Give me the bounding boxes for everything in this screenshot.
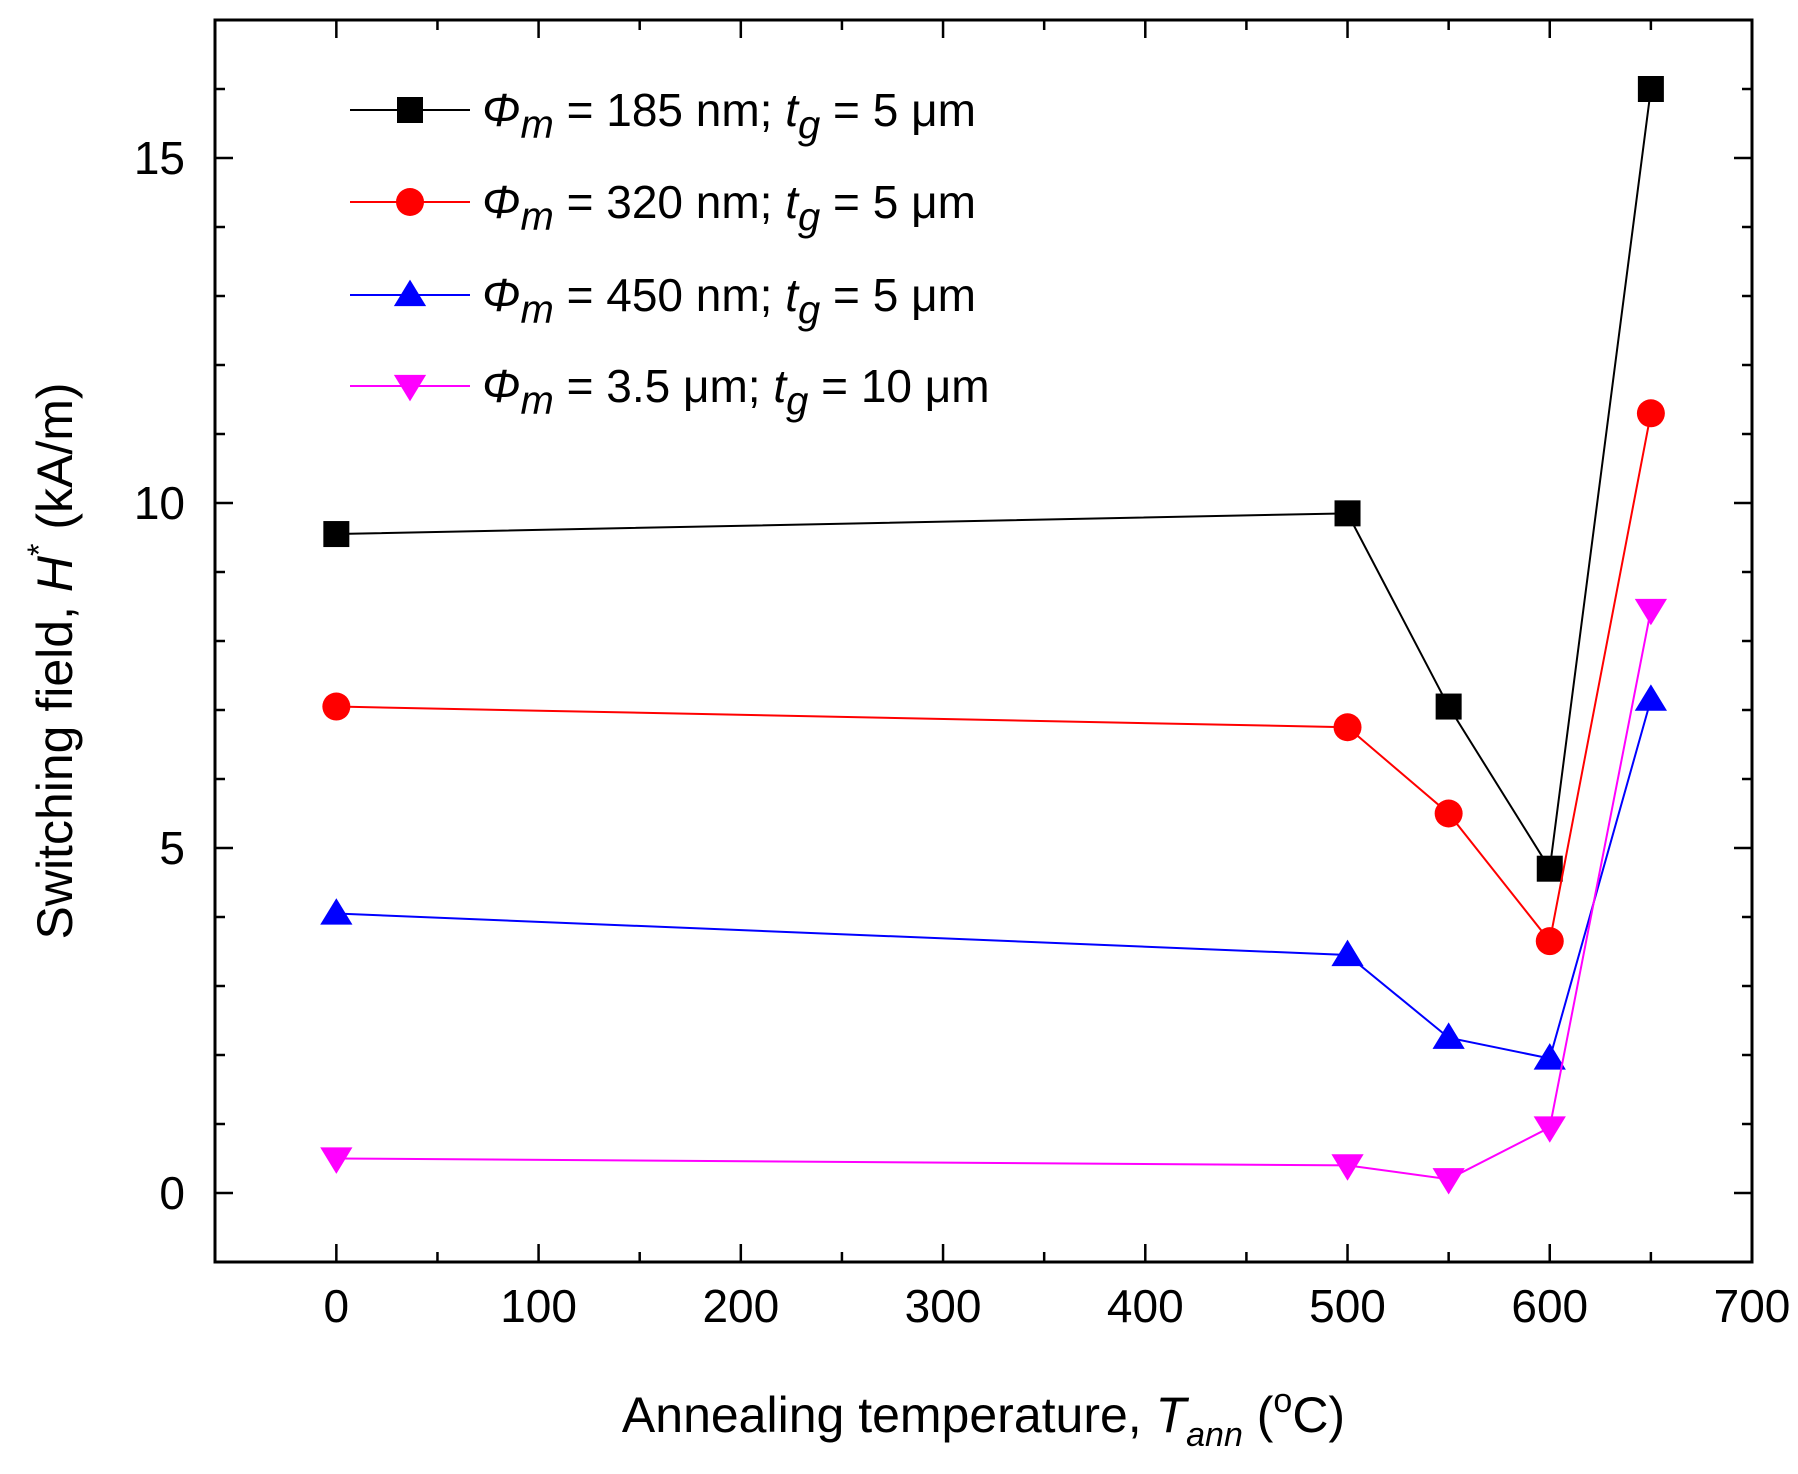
data-point [1331, 1154, 1364, 1181]
x-tick-label: 400 [1107, 1280, 1184, 1332]
data-point [1634, 684, 1668, 711]
legend-label: Φm = 320 nm; tg = 5 μm [482, 176, 976, 239]
y-axis-title: Switching field, H* (kA/m) [21, 382, 83, 939]
series-2 [322, 399, 1665, 956]
data-point [1435, 693, 1462, 720]
x-tick-label: 700 [1714, 1280, 1791, 1332]
data-point [1533, 1116, 1566, 1143]
axis-labels: Annealing temperature, Tann (oC) Switchin… [21, 382, 1345, 1454]
legend-label: Φm = 3.5 μm; tg = 10 μm [482, 360, 990, 423]
data-point [1333, 713, 1362, 742]
legend-label: Φm = 185 nm; tg = 5 μm [482, 84, 976, 147]
data-point [1634, 598, 1668, 626]
x-tick-label: 200 [702, 1280, 779, 1332]
x-tick-label: 300 [905, 1280, 982, 1332]
legend-entry-1: Φm = 185 nm; tg = 5 μm [350, 84, 976, 147]
plot-area-border [213, 18, 1754, 1264]
legend: Φm = 185 nm; tg = 5 μm Φm = 320 nm; tg = … [350, 84, 990, 423]
y-tick-label: 0 [159, 1167, 185, 1219]
x-axis-title: Annealing temperature, Tann (oC) [622, 1382, 1345, 1454]
data-point [1432, 1022, 1465, 1049]
data-point [1331, 939, 1364, 967]
legend-marker [393, 279, 427, 307]
data-point [1334, 500, 1361, 527]
legend-entry-3: Φm = 450 nm; tg = 5 μm [350, 269, 976, 332]
legend-label: Φm = 450 nm; tg = 5 μm [482, 269, 976, 332]
series-4 [320, 598, 1668, 1195]
series-3 [320, 684, 1668, 1070]
y-tick-label: 15 [134, 132, 185, 184]
series-line [336, 413, 1652, 944]
data-point [322, 692, 351, 721]
x-tick-label: 500 [1309, 1280, 1386, 1332]
x-tick-label: 600 [1511, 1280, 1588, 1332]
data-point [1533, 1043, 1566, 1070]
data-point [1535, 927, 1564, 956]
data-point [320, 898, 353, 925]
data-point [1434, 799, 1463, 828]
x-tick-label: 0 [324, 1280, 350, 1332]
y-tick-label: 10 [134, 477, 185, 529]
data-point [1536, 855, 1563, 882]
data-point [323, 521, 350, 548]
legend-marker [393, 374, 427, 402]
legend-entry-4: Φm = 3.5 μm; tg = 10 μm [350, 360, 990, 423]
legend-marker [397, 97, 423, 123]
data-point [1432, 1168, 1465, 1195]
y-tick-label: 5 [159, 822, 185, 874]
plot-frame [213, 18, 1754, 1264]
x-tick-label: 100 [500, 1280, 577, 1332]
series-1 [323, 76, 1664, 882]
series-line [336, 699, 1652, 1060]
data-point [1637, 76, 1664, 102]
axis-ticks: 0 100 200 300 400 500 600 700 0 5 10 15 [134, 20, 1791, 1332]
data-point [320, 1147, 353, 1174]
legend-marker [396, 188, 424, 216]
legend-entry-2: Φm = 320 nm; tg = 5 μm [350, 176, 976, 239]
data-point [1636, 399, 1665, 428]
series-layer [320, 76, 1668, 1195]
